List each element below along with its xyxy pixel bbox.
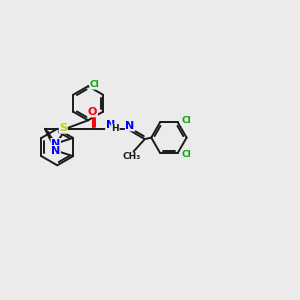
Text: S: S <box>59 123 67 133</box>
Text: N: N <box>51 139 60 148</box>
Text: O: O <box>88 107 98 117</box>
Text: H: H <box>112 124 119 133</box>
Text: Cl: Cl <box>181 150 191 159</box>
Text: N: N <box>106 120 115 130</box>
Text: Cl: Cl <box>90 80 99 89</box>
Text: Cl: Cl <box>181 116 191 125</box>
Text: CH₃: CH₃ <box>123 152 141 161</box>
Text: N: N <box>125 121 135 131</box>
Text: N: N <box>51 146 60 155</box>
